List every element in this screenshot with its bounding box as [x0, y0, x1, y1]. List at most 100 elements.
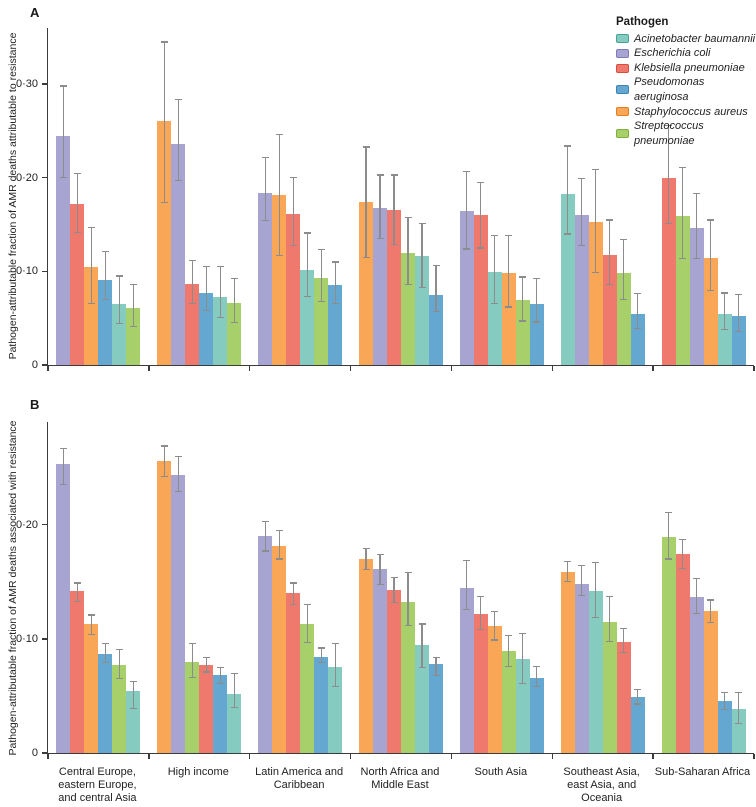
- bar-escherichia-coli: [574, 215, 589, 365]
- error-bar-cap: [129, 707, 137, 710]
- error-bar-cap: [261, 156, 269, 158]
- bar-pseudomonas-aeruginosa: [98, 653, 113, 753]
- error-bar-line: [62, 448, 65, 485]
- x-tick-mark: [47, 754, 49, 760]
- legend-entry: Pseudomonas aeruginosa: [616, 75, 756, 104]
- x-axis-labels: Central Europe, eastern Europe, and cent…: [47, 766, 753, 805]
- error-bar-line: [421, 624, 423, 668]
- error-bar-line: [723, 292, 726, 330]
- x-tick-mark: [652, 366, 654, 372]
- bar-escherichia-coli: [258, 536, 273, 753]
- x-tick-mark: [148, 754, 150, 760]
- legend-swatch-streptococcus-pneumoniae: [616, 129, 629, 139]
- error-bar-cap: [707, 219, 715, 221]
- error-bar-cap: [317, 647, 325, 649]
- error-bar-cap: [188, 642, 196, 645]
- error-bar-cap: [59, 85, 67, 87]
- error-bar-cap: [303, 232, 311, 234]
- error-bar-line: [393, 577, 395, 603]
- error-bar-cap: [390, 601, 398, 603]
- error-bar-cap: [362, 568, 370, 570]
- error-bar-cap: [317, 662, 325, 664]
- error-bar-line: [407, 572, 409, 626]
- bar-acinetobacter-baumannii: [717, 314, 732, 365]
- error-bar-line: [695, 193, 698, 259]
- error-bar-cap: [634, 703, 642, 705]
- x-tick-mark: [753, 754, 755, 760]
- bar-staphylococcus-aureus: [272, 546, 287, 753]
- bar-streptococcus-pneumoniae: [515, 300, 530, 365]
- error-bar-cap: [331, 686, 339, 688]
- error-bar-cap: [679, 567, 687, 569]
- legend-entry-label: Escherichia coli: [634, 47, 711, 60]
- error-bar-line: [581, 565, 583, 596]
- error-bar-line: [233, 278, 235, 323]
- bar-staphylococcus-aureus: [359, 202, 373, 365]
- error-bar-cap: [432, 265, 440, 267]
- error-bar-cap: [578, 565, 586, 567]
- error-bar-cap: [578, 244, 586, 246]
- error-bar-line: [609, 596, 611, 642]
- legend-title: Pathogen: [616, 16, 669, 28]
- y-tick-mark: [41, 638, 47, 640]
- bar-klebsiella-pneumoniae: [387, 589, 401, 753]
- bar-pseudomonas-aeruginosa: [630, 314, 645, 365]
- bar-klebsiella-pneumoniae: [473, 613, 488, 753]
- bar-pseudomonas-aeruginosa: [213, 675, 228, 753]
- error-bar-cap: [115, 323, 123, 325]
- error-bar-cap: [129, 680, 137, 682]
- error-bar-cap: [160, 445, 168, 447]
- error-bar-cap: [261, 520, 269, 522]
- error-bar-line: [709, 219, 712, 291]
- error-bar-cap: [289, 604, 297, 606]
- bar-escherichia-coli: [373, 569, 387, 753]
- error-bar-cap: [491, 302, 499, 304]
- panel-b-y-axis-title: Pathogen-attributable fraction of AMR de…: [7, 420, 19, 756]
- bar-staphylococcus-aureus: [272, 194, 287, 365]
- error-bar-cap: [87, 302, 95, 304]
- bar-escherichia-coli: [56, 135, 71, 365]
- error-bar-cap: [533, 665, 541, 667]
- error-bar-cap: [519, 276, 527, 278]
- x-tick-mark: [551, 754, 553, 760]
- error-bar-line: [292, 177, 294, 246]
- error-bar-line: [737, 692, 740, 724]
- error-bar-cap: [735, 294, 743, 296]
- error-bar-cap: [693, 613, 701, 615]
- error-bar-cap: [707, 289, 715, 291]
- error-bar-line: [623, 239, 625, 300]
- error-bar-cap: [331, 642, 339, 645]
- bar-pseudomonas-aeruginosa: [630, 697, 645, 753]
- bar-streptococcus-pneumoniae: [501, 651, 516, 753]
- error-bar-line: [709, 600, 712, 623]
- error-bar-cap: [634, 688, 642, 690]
- error-bar-cap: [362, 256, 370, 258]
- error-bar-cap: [564, 145, 572, 147]
- error-bar-cap: [115, 275, 123, 277]
- error-bar-cap: [289, 177, 297, 179]
- error-bar-cap: [418, 223, 426, 225]
- error-bar-cap: [665, 511, 673, 513]
- error-bar-cap: [721, 709, 729, 711]
- panel-a-plot-area: 0 0·10 0·20 0·30: [16, 28, 755, 372]
- error-bar-cap: [188, 302, 196, 304]
- error-bar-cap: [679, 538, 687, 541]
- error-bar-cap: [735, 722, 743, 724]
- x-tick-mark: [450, 366, 453, 372]
- y-tick-label: 0: [31, 747, 38, 759]
- error-bar-cap: [404, 624, 412, 626]
- error-bar-cap: [261, 550, 269, 552]
- error-bar-line: [667, 512, 670, 559]
- error-bar-line: [466, 171, 468, 249]
- error-bar-cap: [477, 629, 485, 631]
- error-bar-line: [264, 157, 266, 221]
- legend-entry: Escherichia coli: [616, 46, 756, 61]
- error-bar-cap: [261, 220, 269, 222]
- error-bar-cap: [418, 286, 426, 288]
- error-bar-cap: [275, 134, 283, 136]
- error-bar-cap: [477, 247, 485, 249]
- error-bar-cap: [606, 219, 614, 221]
- error-bar-cap: [533, 278, 541, 280]
- x-tick-mark: [349, 754, 352, 760]
- error-bar-cap: [578, 178, 586, 180]
